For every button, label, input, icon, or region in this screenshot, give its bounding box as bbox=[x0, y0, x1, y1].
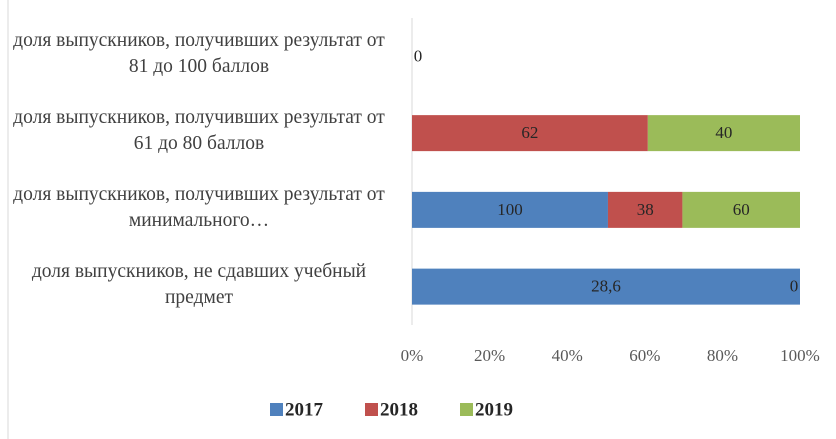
x-tick-label: 100% bbox=[780, 346, 820, 365]
x-tick-label: 0% bbox=[401, 346, 424, 365]
legend-swatch bbox=[270, 403, 283, 416]
data-label: 100 bbox=[497, 200, 523, 219]
data-label: 60 bbox=[733, 200, 750, 219]
data-label: 40 bbox=[715, 123, 732, 142]
x-tick-label: 60% bbox=[629, 346, 660, 365]
data-label: 0 bbox=[790, 277, 799, 296]
bar-segment bbox=[412, 268, 800, 305]
legend-swatch bbox=[460, 403, 473, 416]
bar-segment bbox=[647, 115, 800, 152]
bar-segment bbox=[412, 191, 608, 228]
category-label: доля выпускников, получивших результат о… bbox=[13, 107, 385, 155]
bar-segment bbox=[412, 115, 648, 152]
legend-label: 2017 bbox=[285, 399, 324, 420]
data-label: 28,6 bbox=[591, 277, 621, 296]
legend-swatch bbox=[365, 403, 378, 416]
data-label: 0 bbox=[414, 46, 423, 65]
x-tick-label: 80% bbox=[707, 346, 738, 365]
x-tick-label: 40% bbox=[552, 346, 583, 365]
data-label: 62 bbox=[521, 123, 538, 142]
category-label: доля выпускников, не сдавших учебный пре… bbox=[31, 260, 367, 308]
x-tick-label: 20% bbox=[474, 346, 505, 365]
legend-label: 2018 bbox=[380, 399, 418, 420]
bar-segment bbox=[682, 191, 800, 228]
bar-segment bbox=[607, 191, 683, 228]
data-label: 38 bbox=[637, 200, 654, 219]
category-label: доля выпускников, получивших результат о… bbox=[13, 183, 385, 231]
legend-label: 2019 bbox=[475, 399, 513, 420]
category-label: доля выпускников, получивших результат о… bbox=[13, 30, 385, 78]
